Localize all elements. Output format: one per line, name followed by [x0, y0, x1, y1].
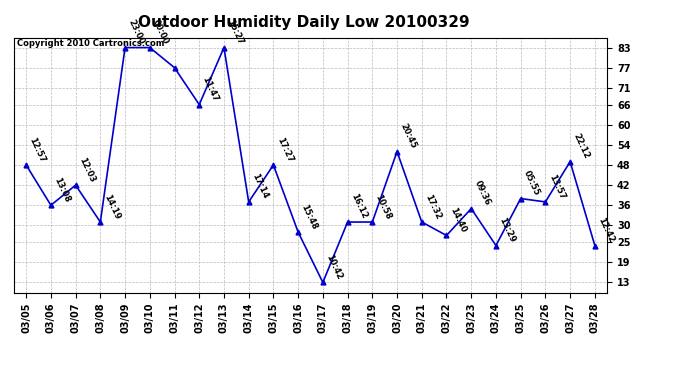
Text: 15:48: 15:48 — [299, 202, 319, 231]
Text: 09:36: 09:36 — [473, 179, 492, 207]
Text: 12:42: 12:42 — [596, 216, 615, 244]
Text: 14:19: 14:19 — [101, 193, 121, 220]
Text: 15:27: 15:27 — [226, 18, 245, 46]
Text: 11:47: 11:47 — [201, 75, 220, 103]
Text: 10:58: 10:58 — [374, 193, 393, 220]
Text: 22:12: 22:12 — [571, 132, 591, 160]
Text: 23:00: 23:00 — [126, 18, 146, 46]
Text: 13:29: 13:29 — [497, 216, 517, 244]
Text: 13:08: 13:08 — [52, 176, 72, 204]
Text: 17:14: 17:14 — [250, 172, 270, 201]
Text: 13:57: 13:57 — [546, 172, 566, 201]
Text: 17:32: 17:32 — [423, 193, 442, 220]
Text: 17:27: 17:27 — [275, 136, 294, 164]
Text: Outdoor Humidity Daily Low 20100329: Outdoor Humidity Daily Low 20100329 — [138, 15, 469, 30]
Text: 12:03: 12:03 — [77, 156, 97, 184]
Text: 05:55: 05:55 — [522, 169, 542, 197]
Text: 12:57: 12:57 — [28, 136, 47, 164]
Text: Copyright 2010 Cartronics.com: Copyright 2010 Cartronics.com — [17, 39, 164, 48]
Text: 16:12: 16:12 — [349, 192, 368, 220]
Text: 14:40: 14:40 — [448, 206, 467, 234]
Text: 10:42: 10:42 — [324, 253, 344, 281]
Text: 00:00: 00:00 — [151, 18, 170, 46]
Text: 20:45: 20:45 — [398, 122, 418, 150]
